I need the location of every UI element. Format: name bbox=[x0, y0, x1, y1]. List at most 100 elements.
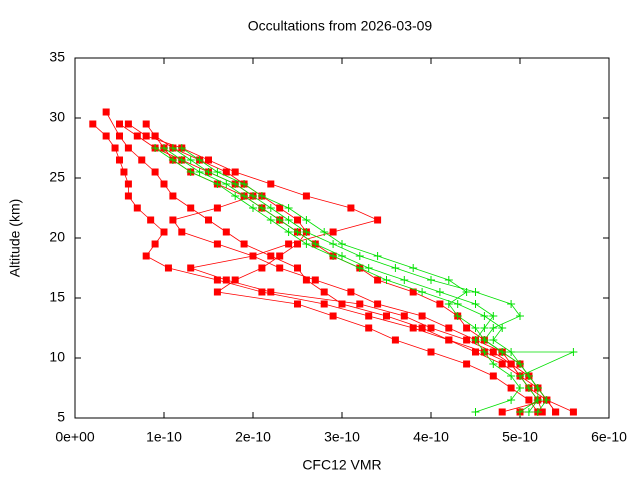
point bbox=[329, 240, 338, 248]
point bbox=[151, 144, 160, 152]
point bbox=[409, 264, 418, 272]
point bbox=[364, 264, 373, 272]
point bbox=[177, 144, 186, 152]
point bbox=[222, 228, 230, 236]
point bbox=[498, 408, 506, 416]
point bbox=[498, 348, 507, 356]
y-tick-label: 15 bbox=[49, 289, 65, 305]
point bbox=[124, 120, 132, 128]
point bbox=[516, 384, 524, 392]
point bbox=[168, 156, 177, 164]
point bbox=[276, 204, 284, 212]
point bbox=[347, 204, 355, 212]
point bbox=[471, 288, 480, 296]
point bbox=[373, 252, 382, 260]
point bbox=[329, 228, 337, 236]
y-tick-label: 35 bbox=[49, 49, 65, 65]
point bbox=[400, 312, 408, 320]
point bbox=[160, 144, 168, 152]
point bbox=[311, 240, 320, 248]
point bbox=[302, 192, 310, 200]
point bbox=[257, 204, 266, 212]
point bbox=[133, 204, 141, 212]
point bbox=[356, 300, 364, 308]
point bbox=[267, 180, 275, 188]
point bbox=[116, 120, 123, 128]
point bbox=[320, 228, 329, 236]
x-axis-label: CFC12 VMR bbox=[302, 457, 381, 473]
point bbox=[151, 132, 159, 140]
point bbox=[471, 408, 480, 416]
point bbox=[222, 168, 230, 176]
point bbox=[222, 180, 231, 188]
point bbox=[142, 252, 150, 260]
point bbox=[258, 288, 266, 296]
point bbox=[276, 264, 284, 272]
point bbox=[187, 204, 195, 212]
plot-frame bbox=[74, 57, 610, 419]
point bbox=[463, 324, 471, 332]
point bbox=[249, 192, 257, 200]
point bbox=[400, 276, 409, 284]
point bbox=[213, 168, 222, 176]
point bbox=[275, 216, 284, 224]
point bbox=[391, 264, 400, 272]
point bbox=[102, 108, 110, 116]
point bbox=[525, 396, 533, 404]
point bbox=[120, 168, 128, 176]
y-tick-label: 5 bbox=[57, 409, 65, 425]
point bbox=[427, 348, 435, 356]
profile-line bbox=[92, 123, 543, 413]
point bbox=[498, 360, 506, 368]
y-tick-label: 20 bbox=[49, 229, 65, 245]
point bbox=[489, 360, 498, 368]
point bbox=[111, 144, 119, 152]
x-tick-label: 3e-10 bbox=[324, 429, 360, 445]
point bbox=[320, 300, 328, 308]
point bbox=[116, 156, 123, 164]
point bbox=[516, 312, 524, 320]
point bbox=[391, 336, 399, 344]
point bbox=[186, 168, 195, 176]
point bbox=[205, 216, 212, 224]
point bbox=[489, 324, 498, 332]
point bbox=[169, 216, 177, 224]
point bbox=[160, 180, 168, 188]
point bbox=[124, 192, 132, 200]
point bbox=[569, 348, 578, 356]
point bbox=[222, 276, 230, 284]
point bbox=[471, 336, 480, 344]
point bbox=[338, 252, 346, 260]
point bbox=[498, 324, 507, 332]
point bbox=[507, 396, 516, 404]
point bbox=[427, 276, 435, 284]
point bbox=[329, 312, 337, 320]
point bbox=[507, 348, 516, 356]
profile-line bbox=[119, 123, 556, 413]
point bbox=[178, 228, 186, 236]
point bbox=[142, 132, 150, 140]
point bbox=[489, 312, 498, 320]
point bbox=[231, 192, 240, 200]
point bbox=[240, 180, 249, 188]
point bbox=[462, 288, 471, 296]
point bbox=[294, 216, 301, 224]
point bbox=[374, 300, 382, 308]
point bbox=[524, 384, 533, 392]
point bbox=[355, 264, 364, 272]
point bbox=[374, 216, 382, 224]
point bbox=[533, 396, 542, 404]
profile-line bbox=[128, 123, 574, 413]
point bbox=[213, 288, 221, 296]
point bbox=[329, 252, 338, 260]
point bbox=[463, 360, 471, 368]
point bbox=[266, 216, 275, 224]
point bbox=[151, 168, 159, 176]
point bbox=[133, 132, 141, 140]
point bbox=[284, 228, 293, 236]
point bbox=[533, 384, 542, 392]
point bbox=[409, 324, 417, 332]
point bbox=[231, 180, 240, 188]
point bbox=[168, 144, 177, 152]
